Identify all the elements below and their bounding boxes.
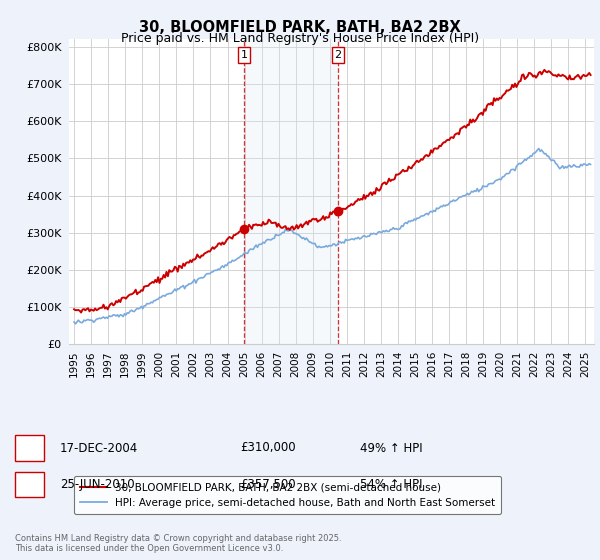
Text: Price paid vs. HM Land Registry's House Price Index (HPI): Price paid vs. HM Land Registry's House …: [121, 32, 479, 45]
Text: 54% ↑ HPI: 54% ↑ HPI: [360, 478, 422, 491]
Text: 25-JUN-2010: 25-JUN-2010: [60, 478, 134, 491]
Bar: [244, 39, 338, 344]
Text: 1: 1: [241, 50, 247, 60]
Text: £310,000: £310,000: [240, 441, 296, 455]
Text: Contains HM Land Registry data © Crown copyright and database right 2025.
This d: Contains HM Land Registry data © Crown c…: [15, 534, 341, 553]
Text: 49% ↑ HPI: 49% ↑ HPI: [360, 441, 422, 455]
Legend: 30, BLOOMFIELD PARK, BATH, BA2 2BX (semi-detached house), HPI: Average price, se: 30, BLOOMFIELD PARK, BATH, BA2 2BX (semi…: [74, 476, 501, 514]
Text: 2: 2: [25, 478, 34, 491]
Text: 17-DEC-2004: 17-DEC-2004: [60, 441, 138, 455]
Text: 1: 1: [25, 441, 34, 455]
Text: 30, BLOOMFIELD PARK, BATH, BA2 2BX: 30, BLOOMFIELD PARK, BATH, BA2 2BX: [139, 20, 461, 35]
Text: 2: 2: [334, 50, 341, 60]
Text: £357,500: £357,500: [240, 478, 296, 491]
